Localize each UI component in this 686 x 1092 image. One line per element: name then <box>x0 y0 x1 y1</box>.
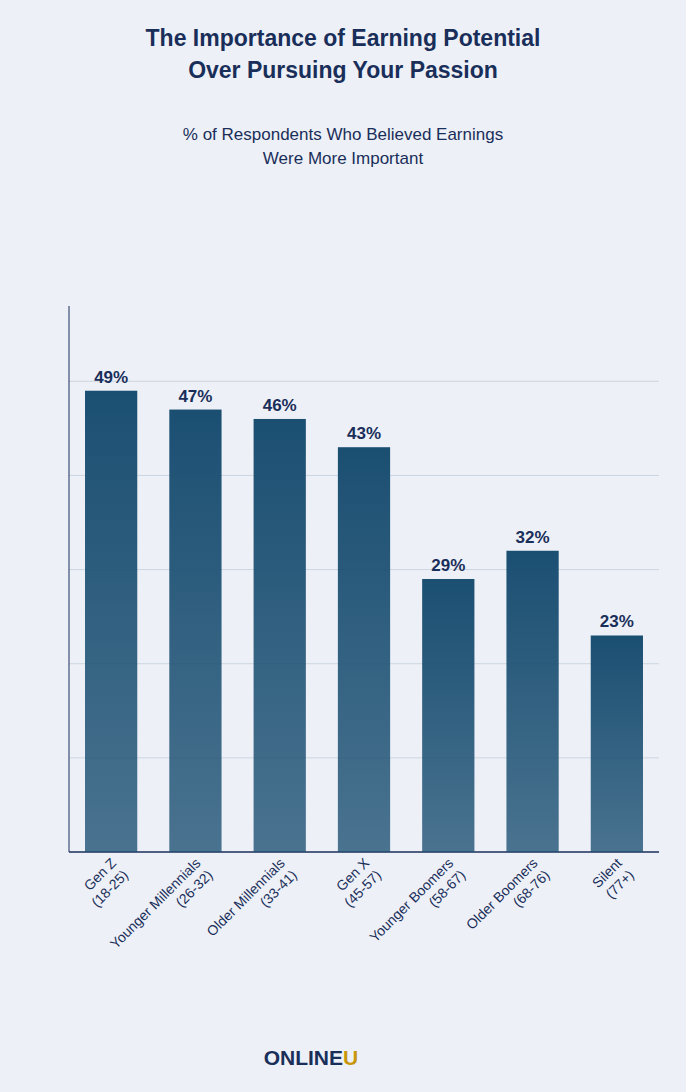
x-tick-label: Gen Z(18-25) <box>76 854 132 910</box>
bar <box>422 579 474 852</box>
data-label: 47% <box>178 387 212 406</box>
logo-text: U <box>343 1046 358 1069</box>
logo-text: ONLINE <box>264 1046 343 1069</box>
bar <box>254 419 306 852</box>
data-label: 46% <box>263 396 297 415</box>
y-axis-line <box>69 306 70 852</box>
x-tick-label: Younger Boomers(58-67) <box>366 855 468 957</box>
grid-line <box>69 381 659 382</box>
data-label: 32% <box>516 528 550 547</box>
x-tick-label: Silent(77+) <box>589 855 637 903</box>
data-label: 49% <box>94 368 128 387</box>
data-label: 23% <box>600 612 634 631</box>
data-label: 29% <box>431 556 465 575</box>
x-tick-label: Gen X(45-57) <box>329 854 385 910</box>
chart: The Importance of Earning PotentialOver … <box>0 0 686 1092</box>
title: The Importance of Earning PotentialOver … <box>146 25 541 83</box>
background <box>0 0 686 1092</box>
bar <box>85 391 137 852</box>
x-tick-label: Younger Millennials(26-32) <box>107 855 216 964</box>
x-tick-label: Older Millennials(33-41) <box>203 855 300 952</box>
bar <box>169 410 221 852</box>
data-label: 43% <box>347 424 381 443</box>
bar <box>338 447 390 852</box>
bar <box>506 551 558 852</box>
bars <box>85 391 643 852</box>
subtitle: % of Respondents Who Believed EarningsWe… <box>183 125 503 168</box>
bar <box>591 635 643 852</box>
chart-container: The Importance of Earning PotentialOver … <box>0 0 686 1092</box>
x-tick-label: Older Boomers(68-76) <box>463 855 553 945</box>
